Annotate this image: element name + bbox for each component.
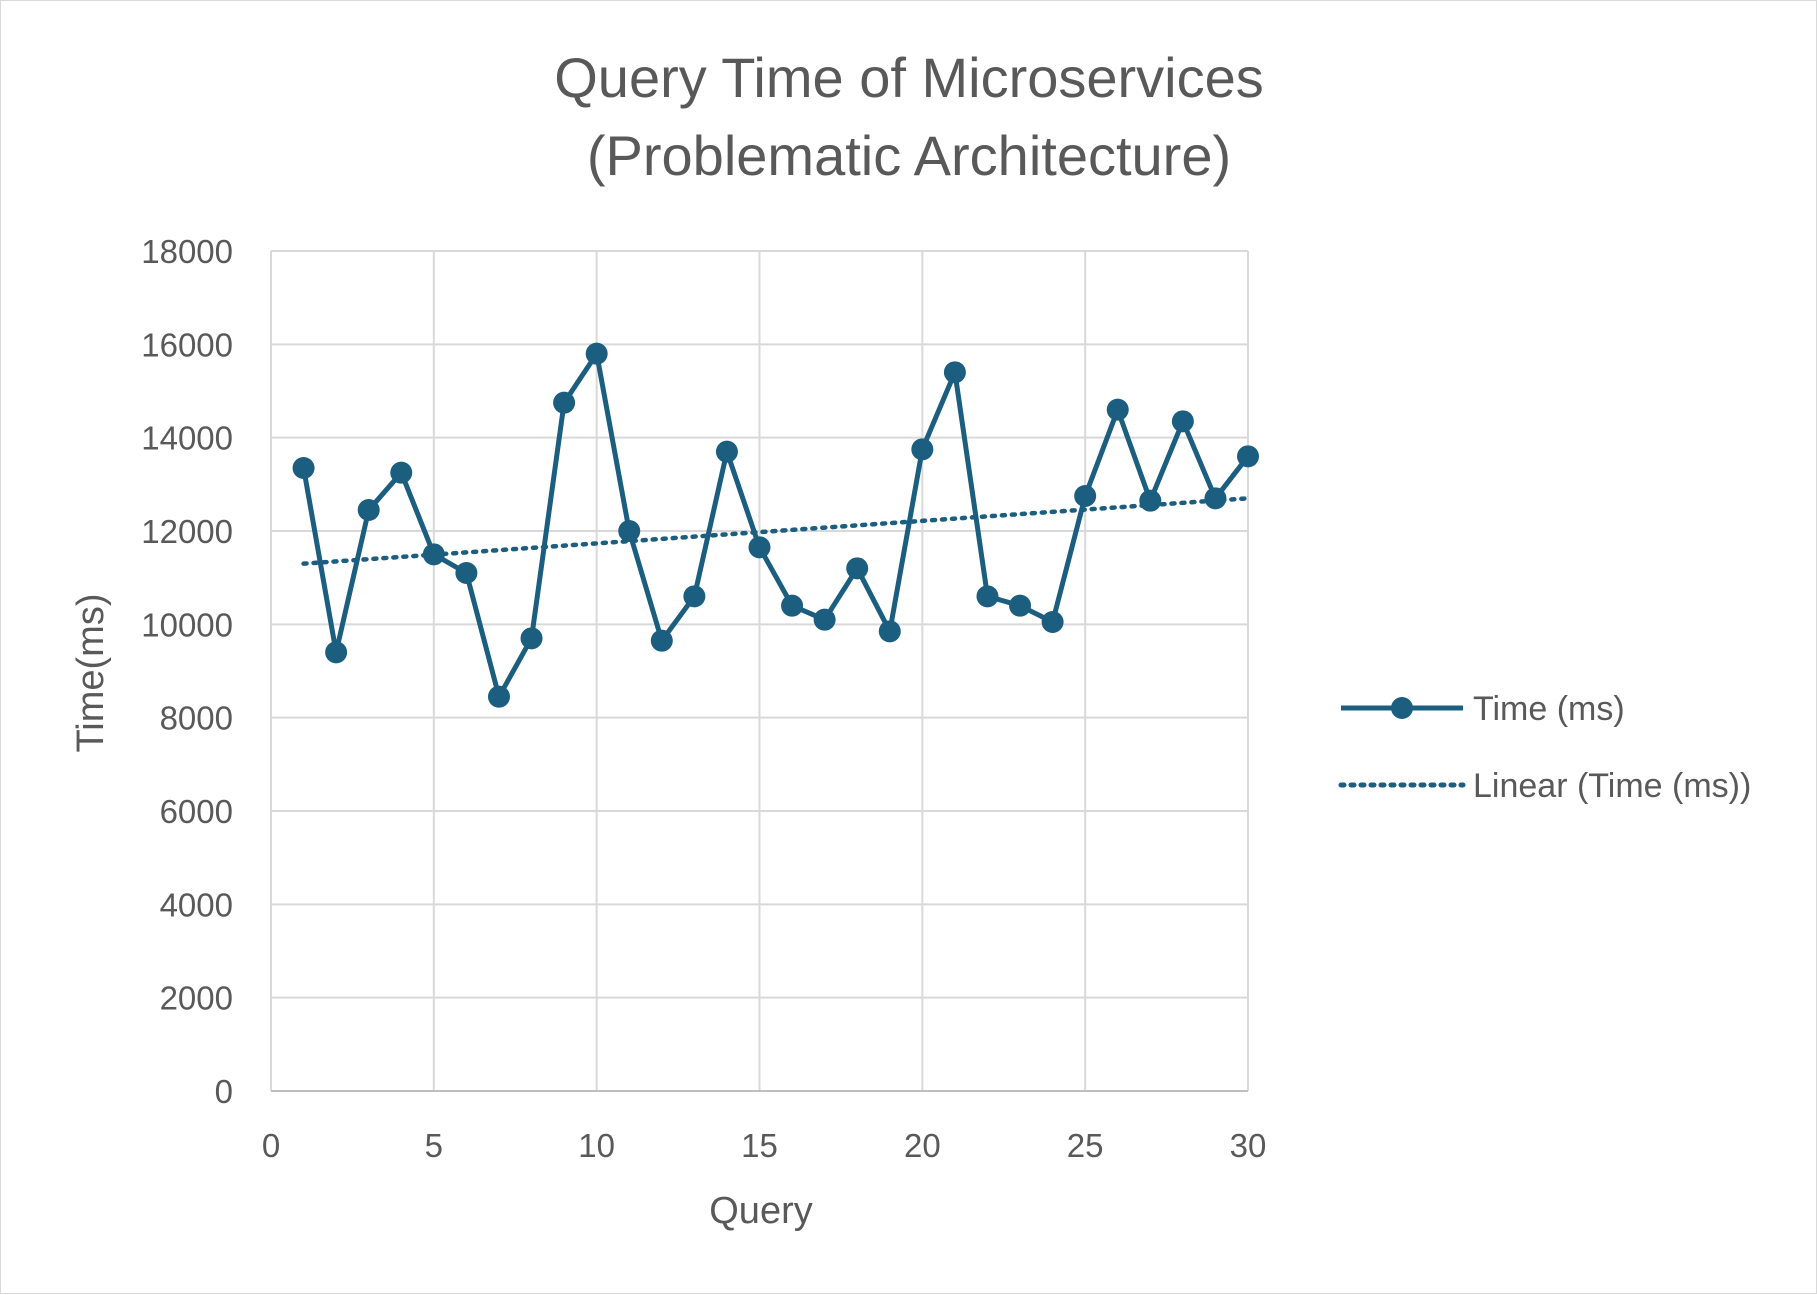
y-tick-label: 0 [215,1073,233,1110]
data-point [455,562,478,584]
data-point [357,499,380,521]
trendline-linear [301,496,1251,566]
x-tick-label: 30 [1230,1127,1267,1164]
data-point [748,536,771,559]
data-point [553,391,576,414]
y-tick-label: 8000 [160,700,233,737]
data-point [781,594,804,617]
data-point [683,585,706,608]
data-point [911,438,934,461]
x-tick-label: 10 [578,1127,615,1164]
series-layer [292,342,1259,708]
series-line-time [301,351,1250,700]
data-point [715,440,738,463]
data-point [1139,489,1162,512]
x-axis-title: Query [709,1190,812,1232]
legend: Time (ms) Linear (Time (ms)) [1338,690,1751,805]
x-tick-label: 0 [262,1127,280,1164]
x-tick-label: 25 [1067,1127,1104,1164]
data-point [1171,410,1194,433]
y-tick-label: 14000 [141,420,233,457]
x-tick-label: 20 [904,1127,941,1164]
data-point [1237,445,1259,468]
x-tick-label: 15 [741,1127,778,1164]
data-point [1204,487,1227,510]
data-point [878,620,901,643]
data-point [618,520,641,542]
data-point [487,685,510,708]
data-point [390,461,413,484]
x-tick-label: 5 [425,1127,443,1164]
gridlines [270,250,1249,1092]
y-tick-label: 12000 [141,513,233,550]
chart-title-line-2: (Problematic Architecture) [587,124,1231,187]
y-tick-label: 6000 [160,793,233,830]
y-axis-ticks: 0 2000 4000 6000 8000 10000 12000 14000 16000 180… [141,233,233,1110]
legend-label-linear: Linear (Time (ms)) [1473,767,1751,805]
y-tick-label: 10000 [141,606,233,643]
data-point [1041,611,1064,633]
x-axis-ticks: 0 5 10 15 20 25 30 [262,1127,1267,1164]
data-point [325,641,348,664]
y-tick-label: 4000 [160,886,233,923]
y-tick-label: 16000 [141,326,233,363]
y-tick-label: 18000 [141,233,233,270]
data-point [1074,485,1097,507]
trendline-layer [301,496,1251,566]
y-axis-title: Time(ms) [70,594,112,753]
chart-title-line-1: Query Time of Microservices [554,46,1264,109]
data-point [976,585,999,608]
data-point [1106,398,1129,421]
data-point [1009,594,1032,617]
data-point [813,608,836,631]
data-point [422,543,445,566]
data-point [650,629,673,652]
legend-item-time: Time (ms) [1341,690,1625,728]
data-point [585,342,608,365]
data-point [943,361,966,384]
data-point [520,627,543,650]
data-point [292,457,315,479]
legend-marker-time [1391,697,1413,719]
data-point [846,557,869,580]
legend-label-time: Time (ms) [1473,690,1625,728]
y-tick-label: 2000 [160,980,233,1017]
legend-item-linear: Linear (Time (ms)) [1338,767,1751,805]
